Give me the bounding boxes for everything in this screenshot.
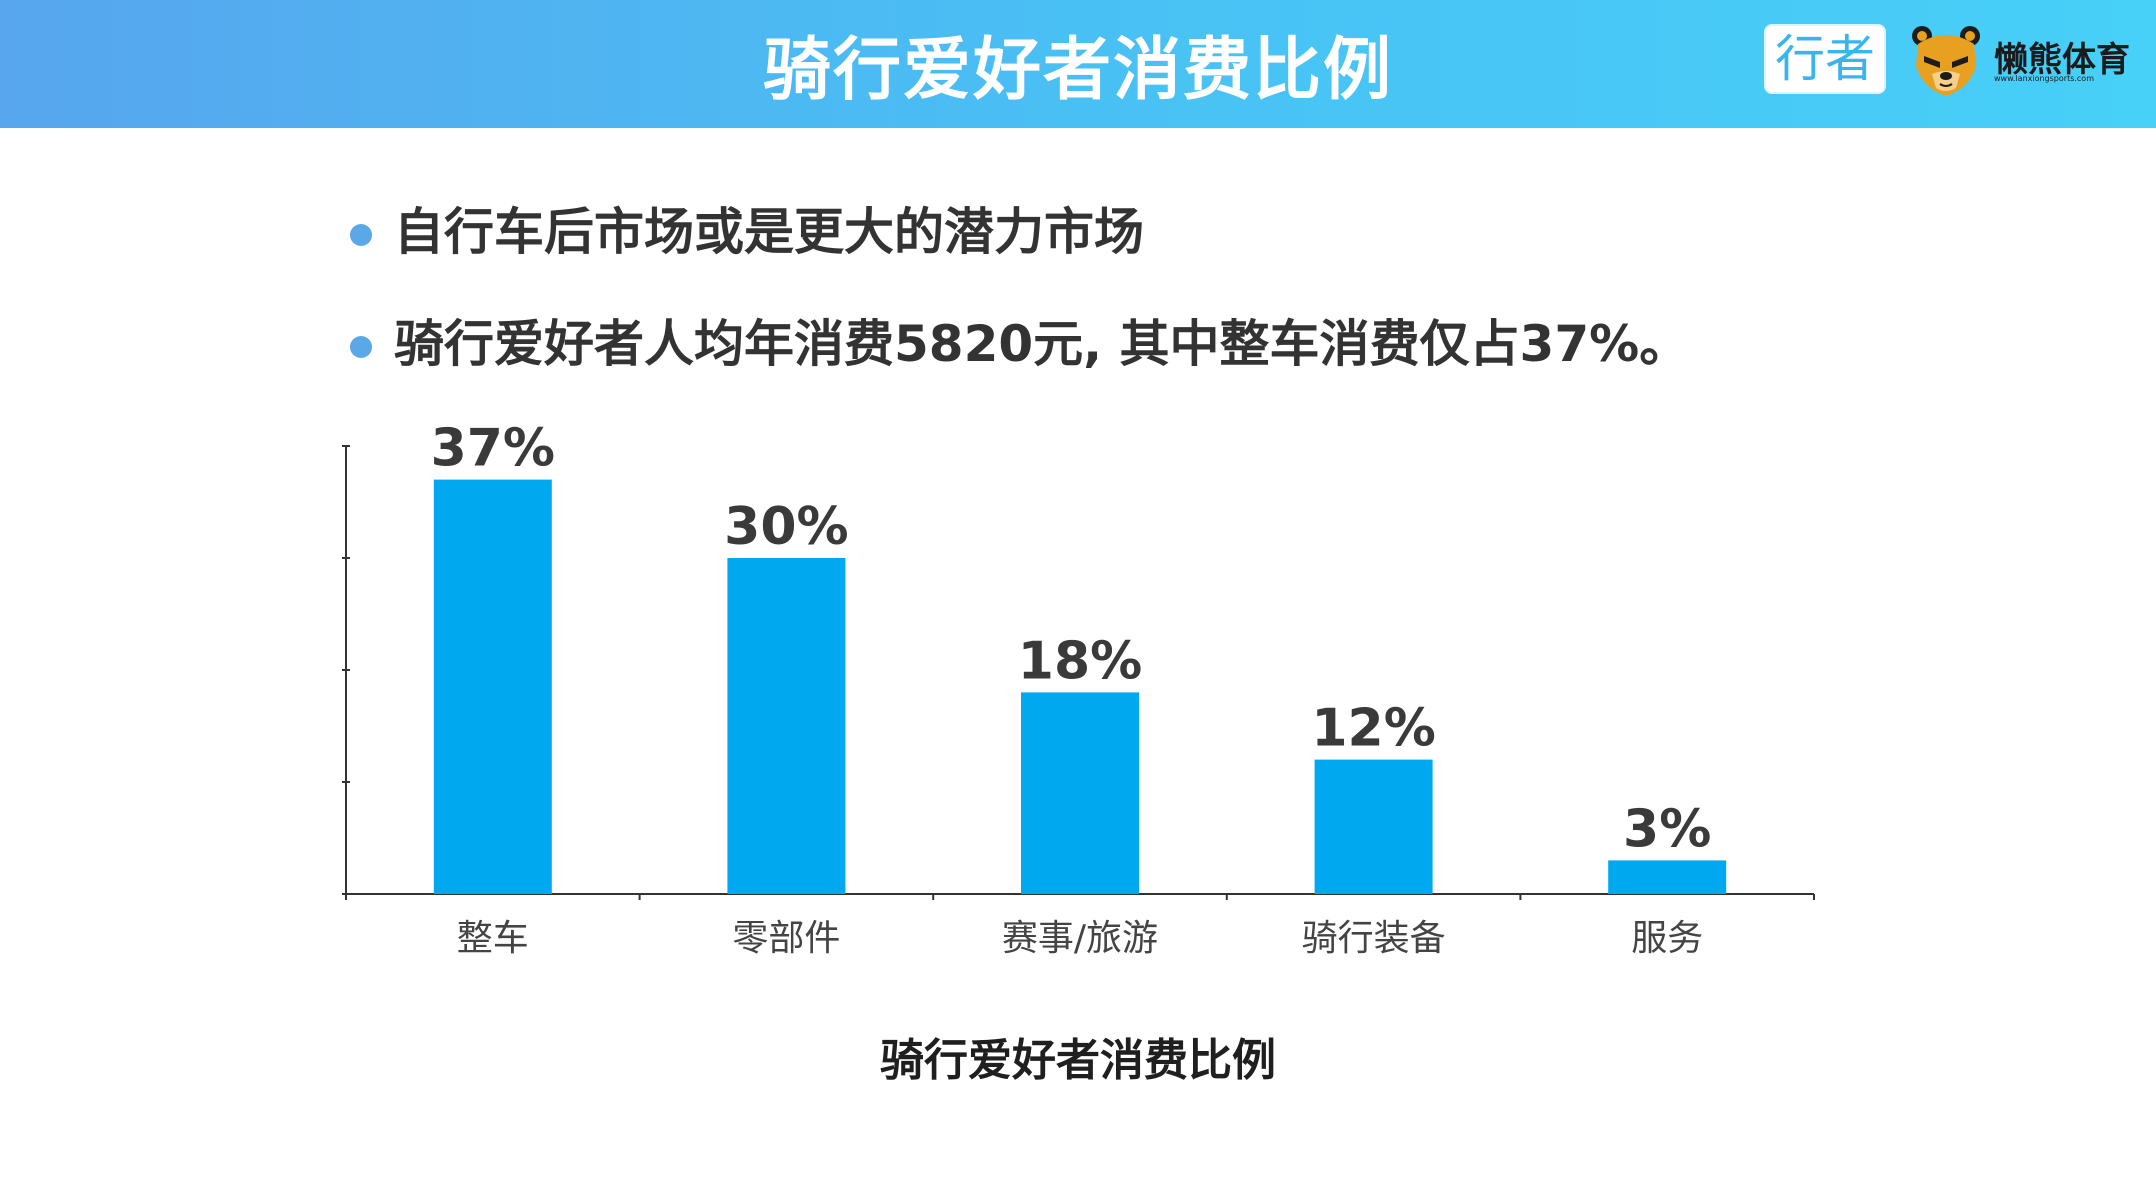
bar (433, 479, 552, 894)
category-label: 零部件 (732, 918, 840, 959)
chart-title: 骑行爱好者消费比例 (880, 1035, 1276, 1086)
category-label: 服务 (1631, 918, 1703, 959)
bar-value-label: 30% (724, 497, 848, 557)
bar (1021, 692, 1139, 894)
bar-chart: 37% 整车 30% 零部件 18% 赛事/旅游 12% 骑行装备 3% 服务 (342, 419, 1815, 959)
bar-value-label: 37% (431, 419, 555, 479)
bullet-dot-icon (350, 336, 372, 358)
bar (1314, 759, 1433, 894)
bullet-dot-icon (350, 224, 372, 246)
bar-value-label: 12% (1311, 699, 1435, 759)
lanxiong-logo: 懒熊体育 www.lanxiongsports.com (1910, 22, 2130, 98)
header-bar: 骑行爱好者消费比例 行者 懒熊体育 www.lanxiongsports.com (0, 0, 2156, 128)
xingzhe-logo: 行者 (1766, 26, 1884, 92)
category-label: 赛事/旅游 (1002, 918, 1158, 959)
xingzhe-logo-text: 行者 (1775, 30, 1875, 88)
category-label: 整车 (457, 918, 529, 959)
bar (1608, 860, 1727, 894)
bear-icon (1912, 26, 1980, 96)
bullet-text: 骑行爱好者人均年消费5820元, 其中整车消费仅占37%。 (394, 315, 1690, 373)
bar-value-label: 3% (1623, 799, 1711, 859)
bar-value-label: 18% (1018, 631, 1142, 691)
bar (727, 558, 846, 894)
brand-name: 懒熊体育 (1994, 40, 2130, 80)
category-label: 骑行装备 (1302, 918, 1446, 959)
brand-url: www.lanxiongsports.com (1994, 74, 2094, 83)
bullet-text: 自行车后市场或是更大的潜力市场 (394, 203, 1144, 261)
page-title: 骑行爱好者消费比例 (762, 31, 1393, 110)
